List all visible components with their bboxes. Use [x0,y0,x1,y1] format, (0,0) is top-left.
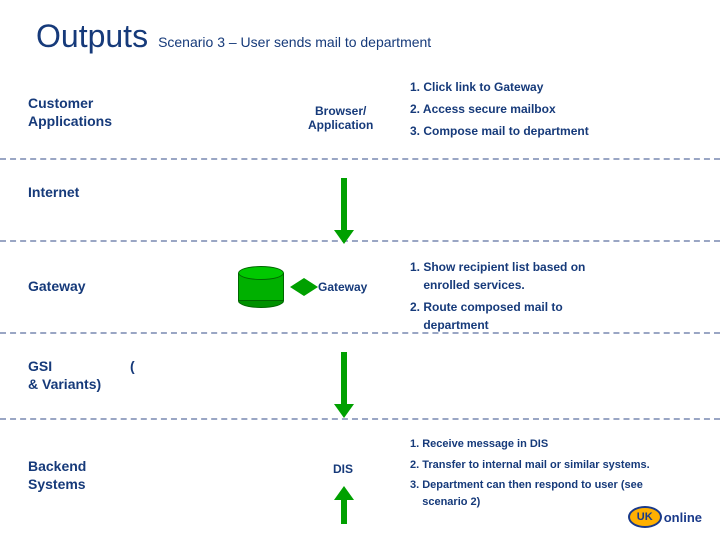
layer-backend: Backend Systems [28,458,86,493]
database-icon [238,266,284,308]
node-dis: DIS [333,462,353,476]
divider [0,418,720,420]
step: 3. Department can then respond to user (… [410,477,650,510]
layer-internet: Internet [28,184,79,202]
logo-text: online [664,510,702,525]
step: 2. Transfer to internal mail or similar … [410,457,650,474]
step: 2. Route composed mail to department [410,298,585,334]
bidirectional-arrow-icon [290,278,318,296]
divider [0,332,720,334]
page-title: Outputs [36,18,148,55]
arrow-up-icon [341,498,347,524]
layer-gsi: GSI & Variants) [28,358,101,393]
logo-oval: UK [628,506,662,528]
layer-customer: Customer Applications [28,95,112,130]
divider [0,240,720,242]
step: 1. Show recipient list based on enrolled… [410,258,585,294]
layer-gateway: Gateway [28,278,86,296]
steps-mid: 1. Show recipient list based on enrolled… [410,258,585,338]
step: 3. Compose mail to department [410,122,589,140]
arrow-down-icon [341,178,347,232]
arrow-down-icon [341,352,347,406]
node-browser: Browser/ Application [308,104,373,133]
step: 1. Click link to Gateway [410,78,589,96]
logo: UK online [628,506,702,528]
step: 2. Access secure mailbox [410,100,589,118]
step: 1. Receive message in DIS [410,436,650,453]
divider [0,158,720,160]
layer-gsi-extra: ( [130,358,135,376]
page-subtitle: Scenario 3 – User sends mail to departme… [158,34,431,50]
steps-top: 1. Click link to Gateway 2. Access secur… [410,78,589,144]
steps-bot: 1. Receive message in DIS 2. Transfer to… [410,436,650,514]
title-row: Outputs Scenario 3 – User sends mail to … [36,18,431,55]
node-gateway: Gateway [318,280,367,294]
